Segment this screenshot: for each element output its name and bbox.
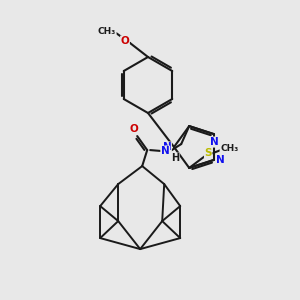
Text: S: S [205, 148, 212, 158]
Text: N: N [161, 146, 170, 156]
Text: N: N [163, 142, 171, 152]
Text: CH₃: CH₃ [220, 144, 238, 153]
Text: O: O [121, 36, 129, 46]
Text: N: N [216, 155, 225, 165]
Text: O: O [130, 124, 139, 134]
Text: N: N [210, 137, 219, 147]
Text: CH₃: CH₃ [98, 26, 116, 35]
Text: H: H [171, 153, 179, 163]
